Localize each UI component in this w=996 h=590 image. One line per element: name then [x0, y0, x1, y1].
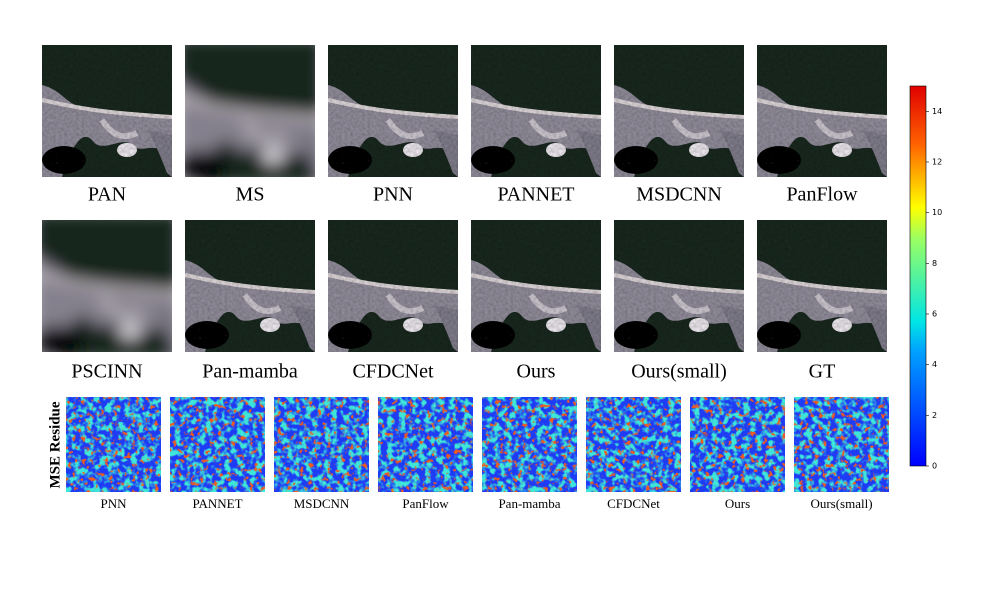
image-label: PanFlow — [786, 184, 858, 206]
image — [757, 45, 887, 177]
colorbar-tick-label: 0 — [932, 462, 937, 471]
image — [185, 220, 315, 352]
image-label: MS — [236, 184, 265, 206]
residue-label: PNN — [100, 496, 127, 511]
image-label: PANNET — [497, 184, 574, 206]
residue-hot — [690, 397, 785, 492]
image-blurred — [175, 35, 325, 187]
colorbar-tick-label: 12 — [932, 158, 942, 167]
image — [757, 220, 887, 352]
image-label: PAN — [88, 184, 126, 206]
residue-hot — [170, 397, 265, 492]
residue-hot — [586, 397, 681, 492]
colorbar-tick-label: 6 — [932, 310, 937, 319]
residue-label: Ours(small) — [810, 496, 872, 511]
residue-hot — [378, 397, 473, 492]
colorbar-tick-label: 4 — [932, 360, 937, 369]
image-label: PSCINN — [71, 361, 142, 383]
residue-label: PANNET — [192, 496, 242, 511]
image-label: MSDCNN — [636, 184, 722, 206]
residue-label: PanFlow — [402, 496, 449, 511]
image-label: GT — [809, 361, 836, 383]
colorbar-tick-label: 10 — [932, 208, 942, 217]
image — [614, 45, 744, 177]
colorbar-tick-label: 2 — [932, 411, 937, 420]
image-blurred — [32, 210, 182, 362]
image — [614, 220, 744, 352]
image — [471, 220, 601, 352]
residue-hot — [482, 397, 577, 492]
image-label: CFDCNet — [352, 361, 434, 383]
image — [328, 220, 458, 352]
image — [42, 45, 172, 177]
residue-label: Ours — [725, 496, 750, 511]
image-label: Ours — [517, 361, 556, 383]
residue-hot — [274, 397, 369, 492]
image-label: PNN — [373, 184, 413, 206]
colorbar-tick-label: 8 — [932, 259, 937, 268]
residue-hot — [66, 397, 161, 492]
image-label: Pan-mamba — [202, 361, 298, 383]
residue-label: Pan-mamba — [498, 496, 560, 511]
colorbar-tick-label: 14 — [932, 107, 942, 116]
image — [32, 210, 182, 362]
image — [328, 45, 458, 177]
residue-label: MSDCNN — [294, 496, 350, 511]
colorbar — [909, 85, 927, 467]
image — [471, 45, 601, 177]
image-label: Ours(small) — [631, 361, 727, 383]
residue-title: MSE Residue — [47, 401, 63, 488]
image — [175, 35, 325, 187]
residue-label: CFDCNet — [607, 496, 660, 511]
residue-hot — [794, 397, 889, 492]
